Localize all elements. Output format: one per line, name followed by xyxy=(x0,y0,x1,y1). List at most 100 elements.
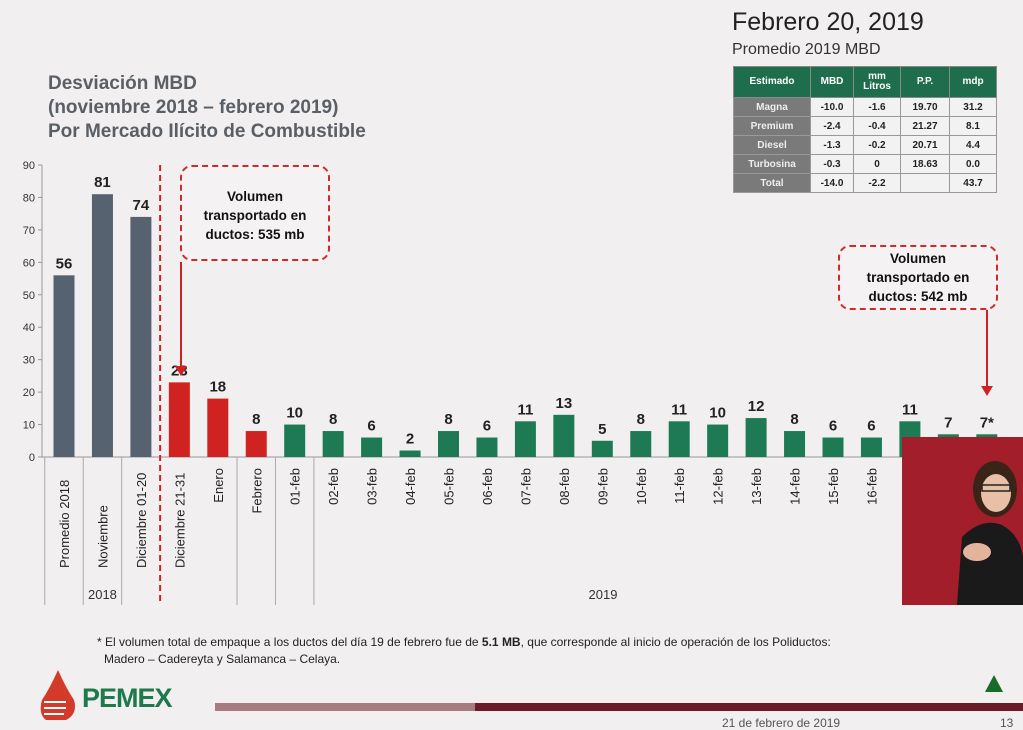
x-tick-label: 16-feb xyxy=(864,468,879,505)
footnote: * El volumen total de empaque a los duct… xyxy=(97,634,831,668)
data-label: 12 xyxy=(748,398,765,415)
data-label: 11 xyxy=(902,401,918,418)
y-tick-label: 60 xyxy=(23,257,35,269)
x-tick-label: 01-feb xyxy=(288,468,303,505)
bar xyxy=(591,440,613,457)
row-label: Diesel xyxy=(733,135,811,155)
data-label: 8 xyxy=(252,411,260,428)
data-label: 7 xyxy=(944,414,952,431)
footer-date: 21 de febrero de 2019 xyxy=(722,716,841,730)
bar xyxy=(168,382,190,457)
y-tick-label: 40 xyxy=(23,322,35,334)
x-tick-label: 03-feb xyxy=(365,468,380,505)
y-tick-label: 10 xyxy=(23,420,35,432)
data-label: 7* xyxy=(980,414,994,431)
x-tick-label: 14-feb xyxy=(788,468,803,505)
table-cell: -0.4 xyxy=(853,116,901,136)
bar xyxy=(361,437,383,457)
summary-table: Estimado MBD mm Litros P.P. mdp Magna -10… xyxy=(733,66,997,193)
table-row: Total -14.0 -2.2 43.7 xyxy=(733,173,997,193)
pemex-logo-icon xyxy=(40,670,75,720)
bar xyxy=(668,421,690,457)
sign-language-video xyxy=(902,437,1023,605)
x-tick-label: 04-feb xyxy=(403,468,418,505)
data-label: 6 xyxy=(367,418,375,435)
bar xyxy=(553,414,575,457)
y-tick-label: 20 xyxy=(23,387,35,399)
y-tick-label: 70 xyxy=(23,225,35,237)
bar xyxy=(284,424,306,457)
row-label: Premium xyxy=(733,116,811,136)
header-cell: MBD xyxy=(810,66,854,98)
bar xyxy=(707,424,729,457)
table-cell: -0.3 xyxy=(810,154,854,174)
bar xyxy=(476,437,498,457)
data-label: 74 xyxy=(133,197,150,214)
data-label: 10 xyxy=(709,405,726,422)
arrow-head-icon xyxy=(175,366,187,376)
x-tick-label: 09-feb xyxy=(595,468,610,505)
data-label: 18 xyxy=(209,379,226,396)
bar xyxy=(745,418,767,457)
x-tick-label: Noviembre xyxy=(95,505,110,568)
table-cell: -2.4 xyxy=(810,116,854,136)
brand-name: PEMEX xyxy=(82,683,173,713)
table-cell: -2.2 xyxy=(853,173,901,193)
footer-bar-dark xyxy=(475,703,1023,711)
data-label: 5 xyxy=(598,421,606,438)
group-label: 2018 xyxy=(88,587,117,602)
table-row: Premium -2.4 -0.4 21.27 8.1 xyxy=(733,116,997,136)
bar xyxy=(784,431,806,457)
y-tick-label: 0 xyxy=(29,452,35,464)
x-tick-label: Febrero xyxy=(249,468,264,514)
data-label: 8 xyxy=(329,411,337,428)
x-tick-label: 10-feb xyxy=(634,468,649,505)
x-tick-label: 13-feb xyxy=(749,468,764,505)
interpreter-icon xyxy=(902,437,1023,605)
header-cell: P.P. xyxy=(900,66,950,98)
bar xyxy=(130,216,152,457)
x-tick-label: 02-feb xyxy=(326,468,341,505)
data-label: 56 xyxy=(56,255,73,272)
bar xyxy=(91,194,113,457)
y-tick-label: 90 xyxy=(23,160,35,172)
bar xyxy=(438,431,459,457)
x-tick-label: Diciembre 01-20 xyxy=(134,473,149,568)
data-label: 6 xyxy=(829,418,837,435)
footnote-text: Madero – Cadereyta y Salamanca – Celaya. xyxy=(104,652,341,666)
bar xyxy=(399,450,421,457)
bar xyxy=(822,437,844,457)
table-cell: -14.0 xyxy=(810,173,854,193)
footnote-text: * El volumen total de empaque a los duct… xyxy=(97,635,482,649)
x-tick-label: 07-feb xyxy=(518,468,533,505)
x-tick-label: Promedio 2018 xyxy=(57,480,72,568)
footnote-bold: 5.1 MB xyxy=(481,635,521,649)
data-label: 6 xyxy=(867,418,875,435)
x-tick-label: 08-feb xyxy=(557,468,572,505)
callout-text: Volumen transportado en ductos: 542 mb xyxy=(866,251,970,304)
table-header-row: Estimado MBD mm Litros P.P. mdp xyxy=(733,66,997,98)
bar xyxy=(53,275,75,457)
data-label: 6 xyxy=(483,418,491,435)
data-label: 11 xyxy=(517,401,533,418)
table-row: Diesel -1.3 -0.2 20.71 4.4 xyxy=(733,135,997,155)
bar xyxy=(245,431,267,457)
data-label: 8 xyxy=(637,411,645,428)
callout-text: Volumen transportado en ductos: 535 mb xyxy=(203,188,307,242)
subtitle: Promedio 2019 MBD xyxy=(732,41,881,58)
callout-542: Volumen transportado en ductos: 542 mb xyxy=(838,245,998,310)
header-cell: mdp xyxy=(949,66,997,98)
x-tick-label: 12-feb xyxy=(711,468,726,505)
row-label: Total xyxy=(733,173,811,193)
table-cell: 31.2 xyxy=(949,97,997,117)
table-cell: 4.4 xyxy=(949,135,997,155)
x-tick-label: 11-feb xyxy=(672,468,687,504)
nav-triangle-icon[interactable] xyxy=(985,675,1003,692)
page-number: 13 xyxy=(1000,716,1014,730)
data-label: 13 xyxy=(556,395,573,412)
title-line: (noviembre 2018 – febrero 2019) xyxy=(48,97,339,118)
table-cell: 8.1 xyxy=(949,116,997,136)
data-label: 11 xyxy=(671,401,687,418)
table-cell: -10.0 xyxy=(810,97,854,117)
